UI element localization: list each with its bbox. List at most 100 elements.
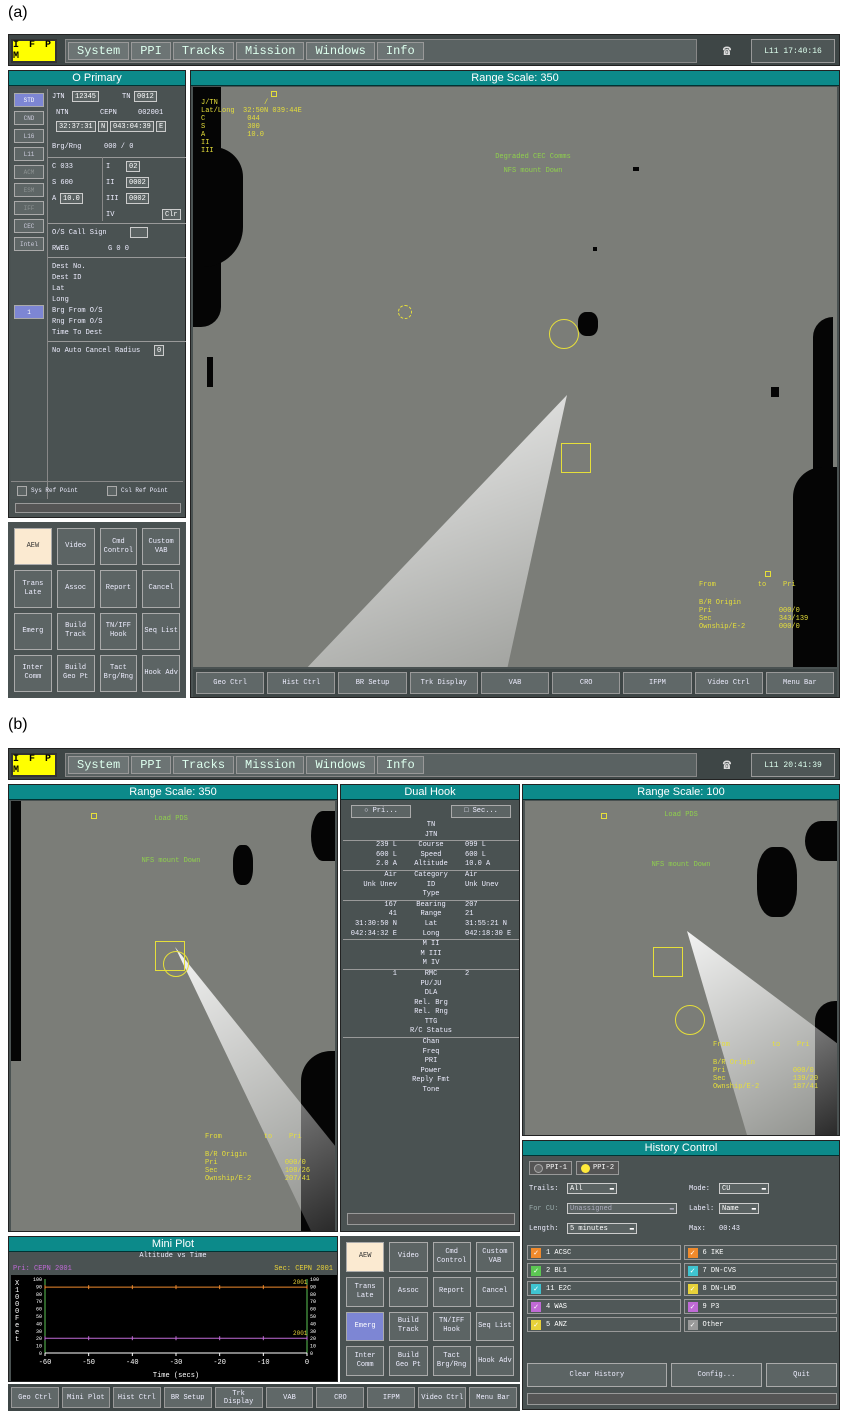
video-ctrl-button[interactable]: Video Ctrl bbox=[694, 672, 763, 694]
geo-ctrl-button[interactable]: Geo Ctrl bbox=[196, 672, 265, 694]
ownship-left[interactable] bbox=[163, 951, 189, 977]
cmd-control-button[interactable]: Cmd Control bbox=[99, 528, 138, 566]
tact-brg-rng-button[interactable]: Tact Brg/Rng bbox=[432, 1346, 471, 1376]
aew-button[interactable]: AEW bbox=[14, 528, 52, 566]
side-iff[interactable]: IFF bbox=[14, 201, 44, 215]
assoc-button[interactable]: Assoc bbox=[389, 1276, 428, 1307]
forcu-dropdown[interactable]: Unassigned ▬ bbox=[567, 1203, 677, 1214]
aew-button[interactable]: AEW bbox=[346, 1242, 385, 1272]
menu-info[interactable]: Info bbox=[376, 756, 424, 774]
lon-field[interactable]: 043:04:39 bbox=[110, 121, 154, 132]
menu-mission[interactable]: Mission bbox=[236, 756, 305, 774]
ownship-symbol[interactable] bbox=[549, 319, 579, 349]
checkbox-icon[interactable]: ✓ bbox=[687, 1283, 698, 1294]
tn-iff-hook-button[interactable]: TN/IFF Hook bbox=[432, 1311, 471, 1342]
vab-button[interactable]: VAB bbox=[480, 672, 550, 694]
history-unit-item[interactable]: ✓ 11 E2C bbox=[527, 1281, 681, 1296]
menu-ppi[interactable]: PPI bbox=[131, 42, 171, 60]
mode-i-field[interactable]: 02 bbox=[126, 161, 141, 172]
seq-list-button[interactable]: Seq List bbox=[475, 1311, 514, 1342]
history-unit-item[interactable]: ✓ 7 DN-CVS bbox=[683, 1263, 837, 1278]
hist-ctrl-button[interactable]: Hist Ctrl bbox=[267, 672, 336, 694]
custom-vab-button[interactable]: Custom VAB bbox=[475, 1242, 514, 1272]
build-track-button[interactable]: Build Track bbox=[389, 1311, 428, 1342]
checkbox-icon[interactable]: ✓ bbox=[531, 1319, 541, 1330]
menu-bar-button[interactable]: Menu Bar bbox=[469, 1387, 518, 1408]
video-button[interactable]: Video bbox=[389, 1242, 428, 1272]
sys-ref-checkbox[interactable] bbox=[17, 486, 27, 496]
trk-display-button[interactable]: Trk Display bbox=[409, 672, 478, 694]
history-unit-item[interactable]: ✓ 2 BL1 bbox=[527, 1263, 681, 1278]
ifpm-button[interactable]: IFPM bbox=[367, 1387, 416, 1408]
clear-history-button[interactable]: Clear History bbox=[527, 1363, 667, 1387]
sec-select-button[interactable]: □ Sec... bbox=[451, 805, 511, 818]
checkbox-icon[interactable]: ✓ bbox=[531, 1301, 541, 1312]
altitude-field[interactable]: 10.0 bbox=[60, 193, 83, 204]
br-setup-button[interactable]: BR Setup bbox=[338, 672, 407, 694]
side-std[interactable]: STD bbox=[14, 93, 44, 107]
checkbox-icon[interactable]: ✓ bbox=[687, 1247, 698, 1258]
side-cec[interactable]: CEC bbox=[14, 219, 44, 233]
callsign-field[interactable] bbox=[130, 227, 148, 238]
video-ctrl-button[interactable]: Video Ctrl bbox=[418, 1387, 467, 1408]
side-intel[interactable]: Intel bbox=[14, 237, 44, 251]
emerg-button[interactable]: Emerg bbox=[346, 1311, 385, 1342]
menu-mission[interactable]: Mission bbox=[236, 42, 305, 60]
menu-tracks[interactable]: Tracks bbox=[172, 42, 235, 60]
history-unit-item[interactable]: ✓ Other bbox=[683, 1317, 837, 1332]
mode-dropdown[interactable]: CU ▬ bbox=[719, 1183, 769, 1194]
mini-plot-button[interactable]: Mini Plot bbox=[61, 1387, 110, 1408]
mode-iii-field[interactable]: 0002 bbox=[126, 193, 149, 204]
hist-ctrl-button[interactable]: Hist Ctrl bbox=[112, 1387, 161, 1408]
pri-select-button[interactable]: ○ Pri... bbox=[351, 805, 411, 818]
checkbox-icon[interactable]: ✓ bbox=[687, 1319, 698, 1330]
menu-ppi[interactable]: PPI bbox=[131, 756, 171, 774]
tn-field[interactable]: 0012 bbox=[134, 91, 157, 102]
cancel-button[interactable]: Cancel bbox=[142, 570, 180, 608]
seq-list-button[interactable]: Seq List bbox=[142, 612, 180, 650]
ppi-right-map[interactable]: Load PDS NFS mount Down From to Pri B/R … bbox=[525, 801, 837, 1135]
history-unit-item[interactable]: ✓ 5 ANZ bbox=[527, 1317, 681, 1332]
cro-button[interactable]: CRO bbox=[316, 1387, 365, 1408]
checkbox-icon[interactable]: ✓ bbox=[531, 1283, 541, 1294]
phone-icon[interactable]: ☎ bbox=[722, 757, 732, 774]
emerg-button[interactable]: Emerg bbox=[14, 612, 52, 650]
assoc-button[interactable]: Assoc bbox=[56, 570, 95, 608]
csl-ref-checkbox[interactable] bbox=[107, 486, 117, 496]
history-unit-item[interactable]: ✓ 4 WAS bbox=[527, 1299, 681, 1314]
ifpm-button[interactable]: IFPM bbox=[623, 672, 692, 694]
quit-button[interactable]: Quit bbox=[766, 1363, 837, 1387]
menu-system[interactable]: System bbox=[68, 42, 130, 60]
build-geo-pt-button[interactable]: Build Geo Pt bbox=[389, 1346, 428, 1376]
history-unit-item[interactable]: ✓ 8 DN-LHD bbox=[683, 1281, 837, 1296]
checkbox-icon[interactable]: ✓ bbox=[531, 1247, 541, 1258]
track-symbol[interactable] bbox=[561, 443, 591, 473]
side-1[interactable]: 1 bbox=[14, 305, 44, 319]
geo-ctrl-button[interactable]: Geo Ctrl bbox=[11, 1387, 59, 1408]
history-unit-item[interactable]: ✓ 1 ACSC bbox=[527, 1245, 681, 1260]
intercomm-button[interactable]: Inter Comm bbox=[14, 654, 52, 692]
build-geo-pt-button[interactable]: Build Geo Pt bbox=[56, 654, 95, 692]
video-button[interactable]: Video bbox=[56, 528, 95, 566]
clear-button[interactable]: Clr bbox=[162, 209, 181, 220]
ppi-map[interactable]: J/TN / Lat/Long 32:50N 039:44E C 044 S 3… bbox=[193, 87, 837, 667]
menu-tracks[interactable]: Tracks bbox=[172, 756, 235, 774]
ppi-left-map[interactable]: Load PDS NFS mount Down From to Pri B/R … bbox=[11, 801, 335, 1231]
jtn-field[interactable]: 12345 bbox=[72, 91, 100, 102]
report-button[interactable]: Report bbox=[99, 570, 138, 608]
menu-windows[interactable]: Windows bbox=[306, 756, 375, 774]
lat-hemisphere[interactable]: N bbox=[98, 121, 109, 132]
vab-button[interactable]: VAB bbox=[265, 1387, 314, 1408]
translate-button[interactable]: Trans Late bbox=[14, 570, 52, 608]
menu-info[interactable]: Info bbox=[376, 42, 424, 60]
trk-display-button[interactable]: Trk Display bbox=[214, 1387, 263, 1408]
auto-cancel-field[interactable]: 0 bbox=[154, 345, 165, 356]
side-acm[interactable]: ACM bbox=[14, 165, 44, 179]
cancel-button[interactable]: Cancel bbox=[475, 1276, 514, 1307]
ownship-right[interactable] bbox=[675, 1005, 705, 1035]
config-button[interactable]: Config... bbox=[670, 1363, 763, 1387]
report-button[interactable]: Report bbox=[432, 1276, 471, 1307]
cmd-control-button[interactable]: Cmd Control bbox=[432, 1242, 471, 1272]
checkbox-icon[interactable]: ✓ bbox=[687, 1301, 698, 1312]
hook-adv-button[interactable]: Hook Adv bbox=[475, 1346, 514, 1376]
